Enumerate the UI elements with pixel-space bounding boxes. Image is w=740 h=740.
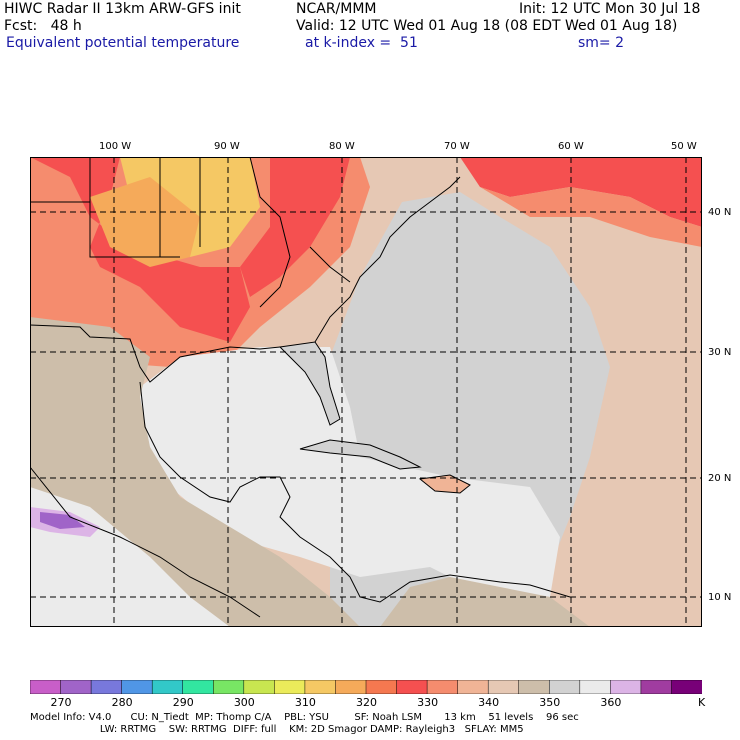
colorbar-swatch <box>335 680 367 694</box>
colorbar-tick-label: 340 <box>478 696 500 709</box>
valid-time: Valid: 12 UTC Wed 01 Aug 18 (08 EDT Wed … <box>296 18 678 34</box>
colorbar-swatch <box>243 680 276 694</box>
plains-orange-region <box>90 177 200 267</box>
colorbar-swatch <box>121 680 153 694</box>
colorbar <box>30 680 702 694</box>
forecast-hour: Fcst: 48 h <box>4 18 82 34</box>
colorbar-swatch <box>426 680 459 694</box>
colorbar-swatch <box>304 680 337 694</box>
colorbar-tick-label: K <box>698 696 706 709</box>
lat-label-20n: 20 N <box>708 473 732 484</box>
north-atlantic-red-band <box>460 157 702 227</box>
level-label: at k-index = 51 <box>305 35 418 51</box>
organization-label: NCAR/MMM <box>296 1 377 17</box>
lon-label-50w: 50 W <box>671 141 697 152</box>
model-info-line2: LW: RRTMG SW: RRTMG DIFF: full KM: 2D Sm… <box>30 724 524 735</box>
model-info-line1: Model Info: V4.0 CU: N_Tiedt MP: Thomp C… <box>30 712 579 723</box>
colorbar-swatch <box>671 680 702 694</box>
colorbar-tick-label: 300 <box>233 696 255 709</box>
colorbar-swatch <box>60 680 92 694</box>
colorbar-tick-label: 360 <box>600 696 622 709</box>
colorbar-swatch <box>640 680 673 694</box>
colorbar-swatch <box>30 680 62 694</box>
smoothing-label: sm= 2 <box>578 35 625 51</box>
colorbar-swatch <box>610 680 642 694</box>
colorbar-tick-label: 350 <box>539 696 561 709</box>
plains-red-region <box>30 157 250 342</box>
lon-label-70w: 70 W <box>444 141 470 152</box>
south-america-land <box>380 577 590 627</box>
colorbar-tick-label: 320 <box>356 696 377 709</box>
colorbar-swatch <box>213 680 245 694</box>
colorbar-tick-label: 270 <box>50 696 72 709</box>
lat-label-30n: 30 N <box>708 347 732 358</box>
colorbar-swatch <box>151 680 184 694</box>
gulf-caribbean-white-region <box>140 347 560 597</box>
colorbar-tick-label: 290 <box>172 696 194 709</box>
colorbar-swatch <box>487 680 520 694</box>
lat-lon-grid <box>30 157 702 627</box>
lat-label-10n: 10 N <box>708 592 732 603</box>
colorbar-tick-label: 280 <box>111 696 133 709</box>
theta-e-map <box>30 157 702 627</box>
colorbar-swatch <box>549 680 581 694</box>
colorbar-tick-label: 330 <box>417 696 439 709</box>
colorbar-swatch <box>396 680 428 694</box>
cuba-land <box>299 439 422 470</box>
colorbar-swatch <box>365 680 398 694</box>
colorbar-swatch <box>90 680 123 694</box>
florida-land <box>278 341 341 426</box>
init-time: Init: 12 UTC Mon 30 Jul 18 <box>519 1 701 17</box>
colorbar-swatch <box>579 680 612 694</box>
lon-label-100w: 100 W <box>99 141 132 152</box>
colorbar-tick-label: 310 <box>294 696 316 709</box>
colorbar-swatch <box>274 680 306 694</box>
lon-label-60w: 60 W <box>558 141 584 152</box>
field-name: Equivalent potential temperature <box>6 35 240 51</box>
colorbar-swatch <box>518 680 551 694</box>
colorbar-swatch <box>182 680 215 694</box>
lat-label-40n: 40 N <box>708 207 732 218</box>
lon-label-90w: 90 W <box>214 141 240 152</box>
lon-label-80w: 80 W <box>329 141 355 152</box>
northeast-red-region <box>240 157 350 297</box>
pacific-purple-patch <box>40 512 85 529</box>
model-title: HIWC Radar II 13km ARW-GFS init <box>4 1 241 17</box>
colorbar-swatch <box>457 680 489 694</box>
map-frame <box>30 157 702 627</box>
north-atlantic-salmon-band <box>480 187 702 247</box>
